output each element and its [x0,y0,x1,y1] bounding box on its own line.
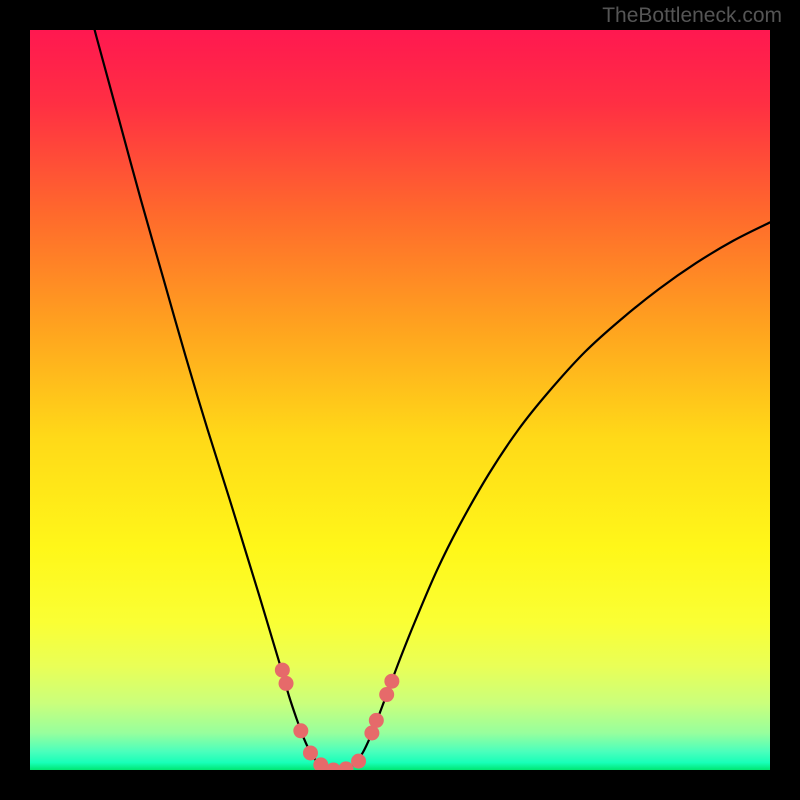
marker-point [369,713,384,728]
bottleneck-curve [89,8,770,770]
marker-point [384,674,399,689]
marker-point [338,761,353,776]
marker-point [379,687,394,702]
marker-point [279,676,294,691]
marker-point [351,754,366,769]
curve-layer [0,0,800,800]
watermark-text: TheBottleneck.com [602,4,782,28]
marker-point [303,745,318,760]
marker-point [293,723,308,738]
chart-frame: TheBottleneck.com [0,0,800,800]
marker-point [313,757,328,772]
marker-point [275,663,290,678]
